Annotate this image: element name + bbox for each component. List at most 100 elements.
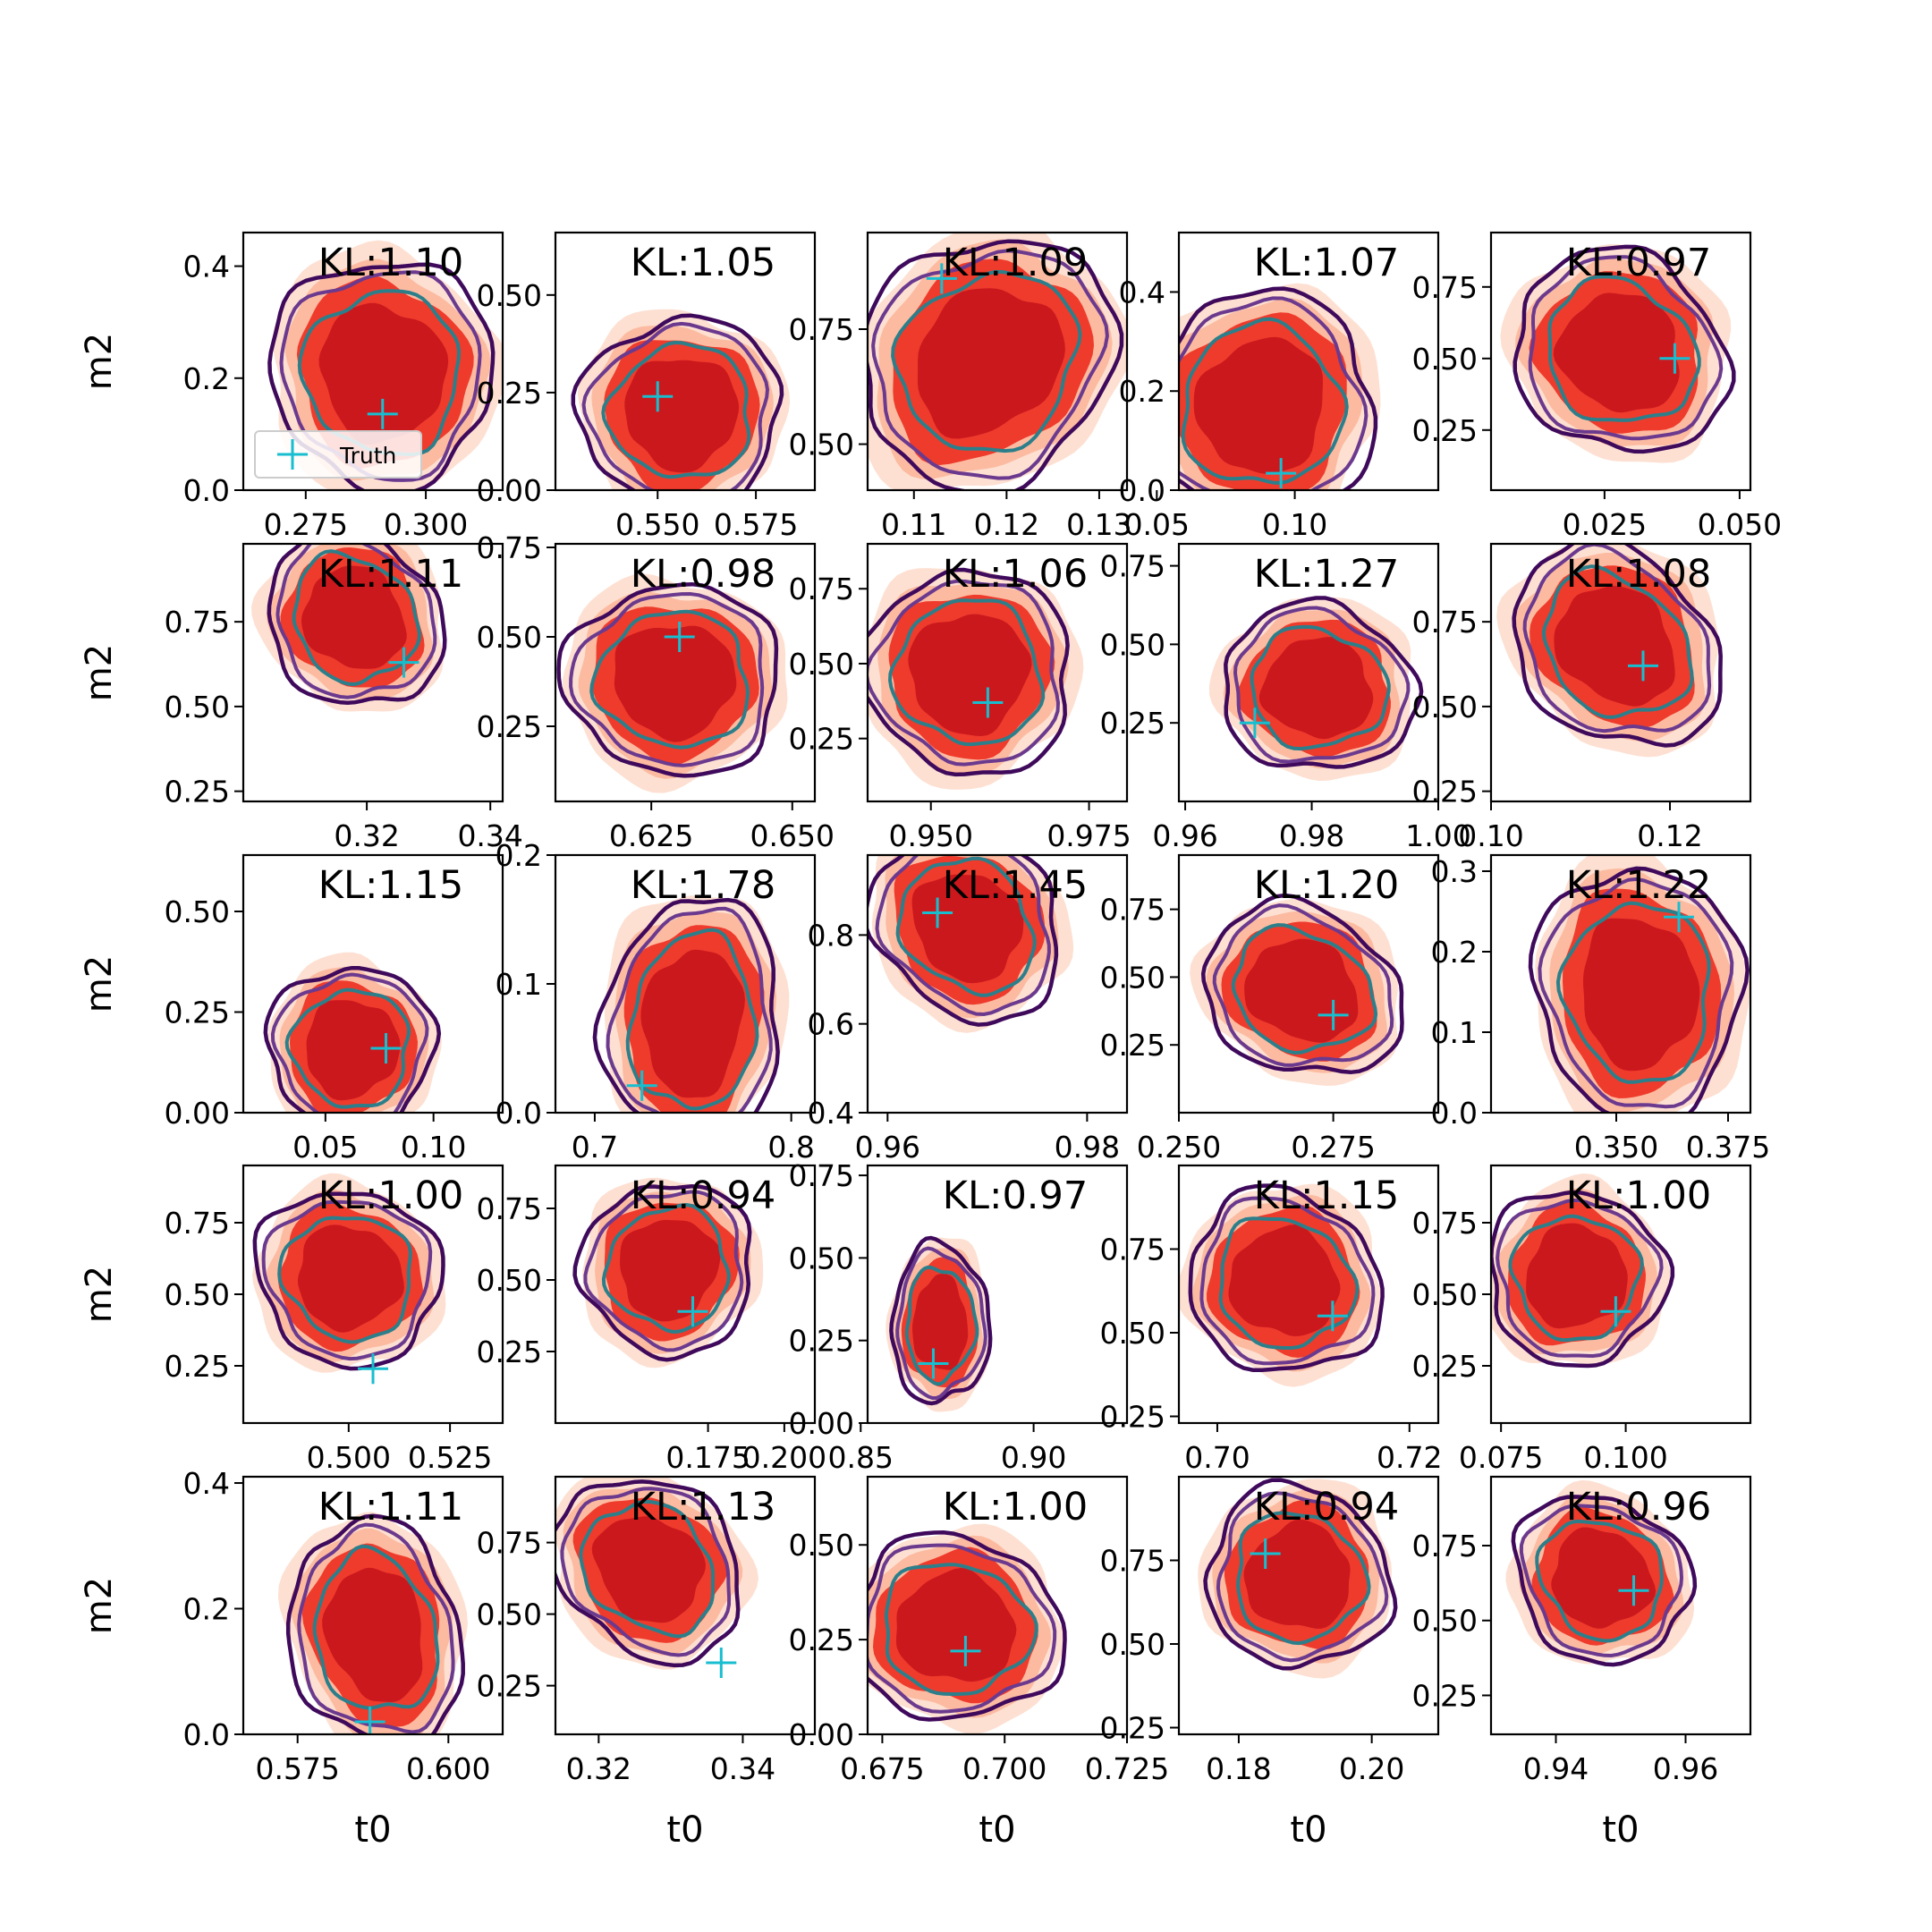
x-tick-label: 0.250 [1137,1130,1221,1165]
panel-frame [866,1475,1129,1736]
kl-label: KL:1.00 [318,1174,463,1218]
y-tick-label: 0.25 [1100,706,1165,741]
x-tick-label: 0.625 [609,818,693,853]
y-tick-label: 0.75 [477,1191,542,1226]
x-tick-label: 0.100 [1583,1440,1667,1475]
x-tick-label: 0.500 [307,1440,391,1475]
contour-line-middle [1528,255,1724,441]
y-tick-label: 0.50 [789,428,854,462]
contour-line-inner [579,1499,716,1639]
x-axis-label: t0 [1290,1809,1326,1851]
contour-line-inner [1236,1511,1371,1646]
truth-marker [664,622,695,652]
contour-line-inner [292,549,421,687]
posterior-contours [277,1512,468,1734]
kl-label: KL:0.97 [1566,241,1711,285]
y-tick-label: 0.50 [477,278,542,313]
contour-line-inner [1547,275,1701,422]
x-tick-label: 0.05 [292,1130,358,1165]
contour-line-inner [1181,317,1349,485]
subplot-panel: KL:1.00 0.675 0.700 0.725 0.00 0.25 0.50 t0 [789,1475,1169,1851]
subplot-panel: KL:0.98 0.625 0.650 0.25 0.50 0.75 [477,530,835,853]
x-tick-label: 0.72 [1377,1440,1442,1475]
x-tick-label: 0.12 [974,507,1039,542]
x-tick-label: 0.725 [1085,1751,1169,1786]
x-tick-label: 0.90 [1001,1440,1066,1475]
kl-label: KL:0.97 [943,1174,1088,1218]
panel-frame [1489,1475,1752,1736]
x-tick-label: 0.525 [408,1440,492,1475]
y-tick-label: 0.50 [477,1263,542,1298]
density-fill-level [591,1516,706,1623]
contour-line-inner [895,856,1037,997]
x-tick-label: 0.96 [1653,1751,1718,1786]
subplot-panel: KL:1.27 0.96 0.98 1.00 0.25 0.50 0.75 [1100,542,1471,853]
x-tick-label: 1.00 [1405,818,1470,853]
subplot-panel: KL:1.06 0.950 0.975 0.25 0.50 0.75 [789,542,1131,853]
y-tick-label: 0.50 [1100,1627,1165,1662]
subplot-panel: KL:0.96 0.94 0.96 0.25 0.50 0.75 t0 [1412,1475,1752,1851]
y-tick-label: 0.25 [1100,1028,1165,1063]
truth-marker [706,1648,737,1678]
posterior-contours [572,1177,764,1368]
contour-line-inner [904,1265,979,1386]
panel-frame [1489,542,1752,803]
x-tick-label: 0.10 [401,1130,466,1165]
kl-label: KL:1.11 [318,552,463,597]
x-axis-label: t0 [666,1809,703,1851]
kl-label: KL:1.45 [943,863,1088,908]
posterior-contours [1496,544,1723,758]
subplot-panel: KL:1.13 0.32 0.34 0.25 0.50 0.75 t0 [477,1475,817,1851]
contour-line-inner [884,1563,1038,1696]
contour-line-inner [887,598,1046,747]
y-tick-label: 0.50 [789,1241,854,1275]
contour-line-middle [1179,296,1368,490]
contour-line-middle [1538,877,1734,1109]
contour-line-outer [555,1479,741,1668]
y-tick-label: 0.3 [1431,854,1478,889]
truth-marker [626,1070,657,1101]
density-fill-level [297,1224,404,1333]
x-tick-label: 0.575 [714,507,798,542]
posterior-contours [868,855,1074,1033]
contour-line-middle [297,1522,455,1734]
y-axis-label: m2 [79,1577,120,1634]
y-tick-label: 0.25 [477,1335,542,1369]
contour-line-middle [583,1190,744,1352]
contour-line-outer [868,855,1059,1027]
y-tick-label: 0.25 [1100,1400,1165,1435]
x-tick-label: 0.950 [888,818,972,853]
truth-marker [918,1348,949,1379]
contour-line-outer [1224,596,1424,769]
density-fill-level [912,1274,969,1370]
truth-marker [1664,902,1694,933]
y-tick-label: 0.2 [496,838,542,873]
y-tick-label: 0.25 [477,709,542,744]
truth-marker [1600,1296,1631,1327]
contour-line-middle [261,1199,433,1361]
x-tick-label: 0.025 [1563,507,1647,542]
density-fill-level [318,302,449,445]
posterior-contours [868,1523,1067,1734]
x-tick-label: 0.12 [1637,818,1702,853]
kl-label: KL:1.15 [1254,1174,1399,1218]
x-tick-label: 0.96 [1152,818,1217,853]
panel-frame [1489,231,1752,492]
subplot-panel: KL:1.05 0.550 0.575 0.00 0.25 0.50 [477,231,817,542]
density-fill-level [1526,1223,1628,1329]
contour-line-outer [1188,1183,1385,1373]
y-tick-label: 0.75 [789,572,854,606]
x-tick-label: 0.32 [566,1751,631,1786]
kl-label: KL:1.07 [1254,241,1399,285]
truth-marker [1317,1301,1348,1332]
x-tick-label: 0.32 [334,818,399,853]
x-tick-label: 0.550 [615,507,699,542]
contour-line-inner [601,1202,731,1335]
panel-frame [554,1475,817,1736]
truth-marker [1250,1538,1281,1570]
y-tick-label: 0.75 [1100,893,1165,928]
posterior-contours [1505,1479,1698,1667]
contour-line-inner [589,609,750,750]
x-axis-label: t0 [1602,1809,1639,1851]
